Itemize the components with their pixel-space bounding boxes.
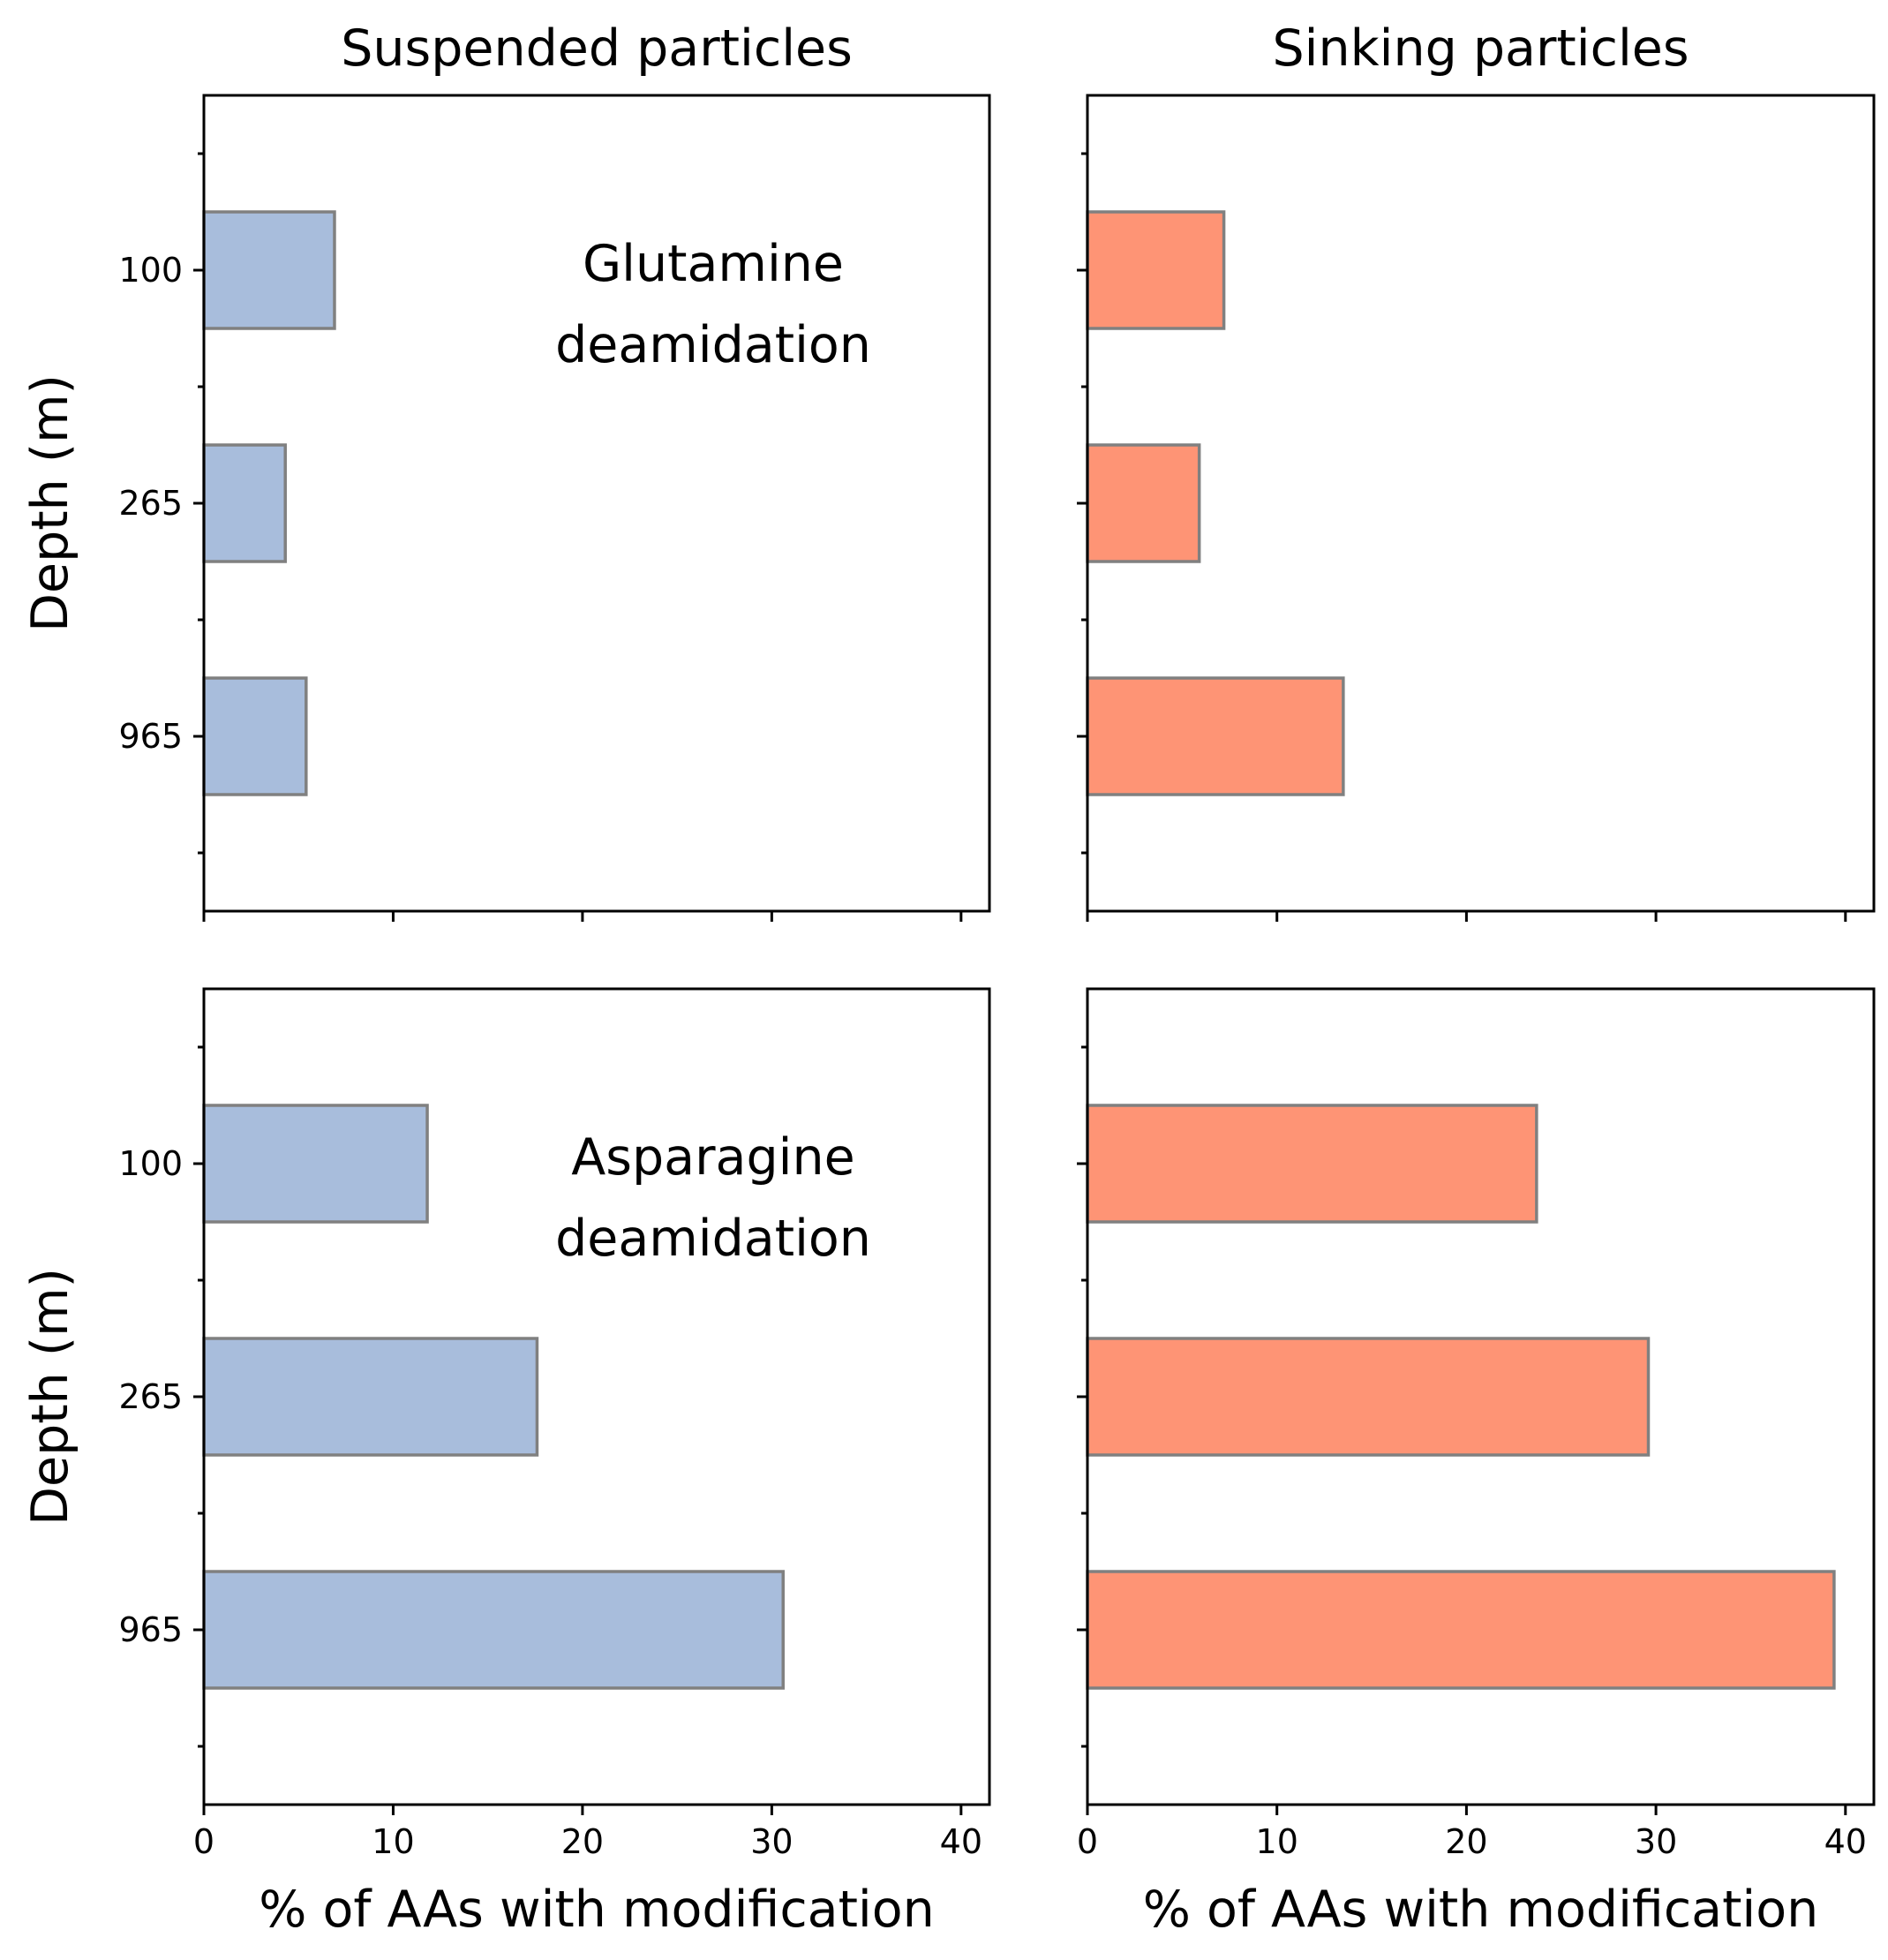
panel-top-left: 100 265 965 Suspended particles Glutamine dea…: [21, 19, 991, 922]
y-tick-label: 965: [118, 717, 183, 756]
x-axis-label: % of AAs with modification: [259, 1881, 935, 1939]
bar-100: [1086, 210, 1226, 330]
y-tick-label: 100: [118, 251, 183, 290]
x-tick-label: 0: [1077, 1822, 1098, 1861]
bar-265: [202, 443, 287, 563]
x-tick-label: 20: [561, 1822, 604, 1861]
x-tick-label: 40: [940, 1822, 982, 1861]
bar-265: [202, 1337, 539, 1457]
x-tick-label: 0: [193, 1822, 214, 1861]
bar-265: [1086, 1337, 1651, 1457]
panel-bottom-left: 0 10 20 30 40 100 265 965 Asparagine deamidation D…: [21, 987, 991, 1939]
bar-965: [202, 1570, 785, 1690]
y-tick-label: 965: [118, 1610, 183, 1649]
bar-100: [202, 1104, 429, 1224]
y-tick-label: 265: [118, 484, 183, 523]
x-tick-label: 30: [750, 1822, 793, 1861]
panel-annotation: deamidation: [555, 316, 871, 374]
panel-title: Sinking particles: [1272, 19, 1689, 78]
x-tick-label: 10: [372, 1822, 414, 1861]
x-tick-label: 10: [1256, 1822, 1298, 1861]
panel-title: Suspended particles: [341, 19, 853, 78]
x-tick-label: 20: [1445, 1822, 1487, 1861]
y-tick-label: 100: [118, 1144, 183, 1183]
panel-annotation: Glutamine: [583, 235, 844, 293]
y-axis-label: Depth (m): [21, 374, 79, 632]
y-tick-label: 265: [118, 1377, 183, 1416]
y-axis-label: Depth (m): [21, 1268, 79, 1526]
panel-bottom-right: 0 10 20 30 40% of AAs with modification: [1077, 987, 1876, 1939]
panel-annotation: Asparagine: [571, 1128, 854, 1187]
panel-annotation: deamidation: [555, 1210, 871, 1268]
bar-265: [1086, 443, 1201, 563]
bar-100: [1086, 1104, 1538, 1224]
x-tick-label: 40: [1824, 1822, 1867, 1861]
bar-100: [202, 210, 336, 330]
panel-top-right: Sinking particles: [1077, 19, 1876, 922]
bar-965: [1086, 1570, 1836, 1690]
x-tick-label: 30: [1635, 1822, 1677, 1861]
bar-965: [202, 676, 308, 796]
bar-965: [1086, 676, 1345, 796]
x-axis-label: % of AAs with modification: [1143, 1881, 1819, 1939]
